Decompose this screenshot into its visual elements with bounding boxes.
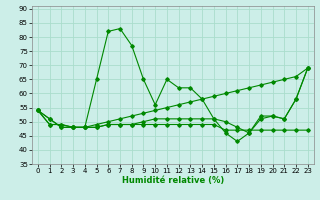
- X-axis label: Humidité relative (%): Humidité relative (%): [122, 176, 224, 185]
